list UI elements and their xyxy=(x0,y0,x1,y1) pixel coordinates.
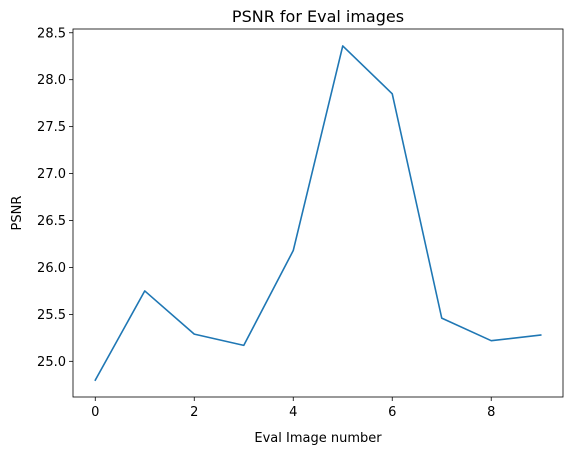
x-axis-label: Eval Image number xyxy=(254,431,382,446)
y-tick-label: 27.5 xyxy=(37,120,66,135)
x-tick-label: 8 xyxy=(487,405,495,420)
y-tick-label: 28.5 xyxy=(37,26,66,41)
chart-title: PSNR for Eval images xyxy=(232,7,404,26)
y-tick-label: 26.5 xyxy=(37,214,66,229)
psnr-series-line xyxy=(94,45,542,382)
x-tick-label: 0 xyxy=(91,405,99,420)
x-tick-label: 2 xyxy=(190,405,198,420)
plot-frame xyxy=(72,28,564,398)
y-tick-label: 25.0 xyxy=(37,355,66,370)
x-tick-label: 4 xyxy=(289,405,297,420)
y-axis-label: PSNR xyxy=(10,196,25,231)
y-tick-label: 27.0 xyxy=(37,167,66,182)
y-tick-label: 28.0 xyxy=(37,73,66,88)
y-tick-label: 26.0 xyxy=(37,261,66,276)
x-axis-ticks: 0 2 4 6 8 xyxy=(91,397,495,420)
y-axis-ticks: 25.0 25.5 26.0 26.5 27.0 27.5 28.0 28.5 xyxy=(37,26,73,370)
x-tick-label: 6 xyxy=(388,405,396,420)
y-tick-label: 25.5 xyxy=(37,308,66,323)
